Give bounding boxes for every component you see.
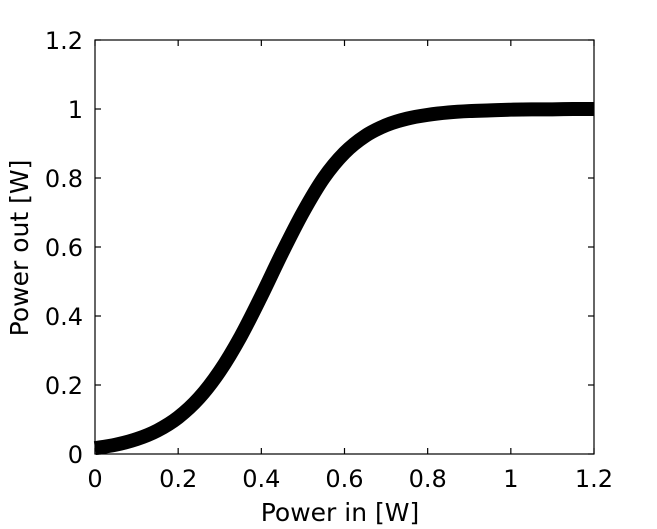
x-tick-label: 1 (503, 465, 518, 493)
y-tick-labels: 0 0.2 0.4 0.6 0.8 1 1.2 (45, 27, 83, 469)
y-tick-label: 1.2 (45, 27, 83, 55)
y-tick-label: 0 (68, 441, 83, 469)
y-tick-label: 0.4 (45, 303, 83, 331)
x-tick-label: 0.6 (325, 465, 363, 493)
x-tick-label: 0 (87, 465, 102, 493)
x-tick-label: 0.4 (242, 465, 280, 493)
series-layer (93, 101, 595, 456)
x-tick-label: 0.8 (409, 465, 447, 493)
y-tick-label: 1 (68, 96, 83, 124)
x-tick-label: 1.2 (575, 465, 613, 493)
y-tick-label: 0.2 (45, 372, 83, 400)
x-tick-labels: 0 0.2 0.4 0.6 0.8 1 1.2 (87, 465, 613, 493)
series-line (93, 101, 595, 456)
x-tick-label: 0.2 (159, 465, 197, 493)
plot-area (94, 39, 595, 455)
y-tick-label: 0.8 (45, 165, 83, 193)
y-tick-label: 0.6 (45, 234, 83, 262)
y-axis-label: Power out [W] (5, 160, 34, 337)
axis-ticks (94, 39, 595, 455)
x-axis-label: Power in [W] (261, 498, 420, 527)
